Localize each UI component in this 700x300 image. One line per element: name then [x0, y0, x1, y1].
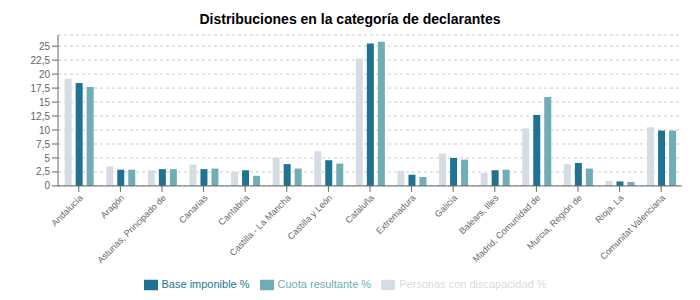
html-text:Personas con discapacidad %: Personas con discapacidad % — [399, 277, 547, 290]
svg-text:Cataluña: Cataluña — [343, 193, 376, 226]
svg-text:Balears, Illes: Balears, Illes — [457, 192, 501, 236]
svg-text:Murcia, Región de: Murcia, Región de — [525, 193, 584, 252]
svg-text:Galicia: Galicia — [433, 193, 460, 220]
svg-text:Aragón: Aragón — [99, 193, 127, 221]
svg-text:22,5: 22,5 — [31, 55, 51, 66]
svg-text:12,5: 12,5 — [31, 111, 51, 122]
svg-text:17,5: 17,5 — [31, 83, 51, 94]
html-text:Cuota resultante %: Cuota resultante % — [277, 277, 372, 290]
svg-text:0: 0 — [44, 180, 50, 191]
svg-text:Comunitat Valenciana: Comunitat Valenciana — [598, 193, 667, 262]
svg-text:10: 10 — [39, 125, 51, 136]
html-text:Base imponible %: Base imponible % — [161, 277, 250, 290]
svg-text:Castilla y León: Castilla y León — [286, 193, 335, 242]
svg-text:25: 25 — [39, 41, 51, 52]
svg-text:20: 20 — [39, 69, 51, 80]
svg-text:Madrid, Comunidad de: Madrid, Comunidad de — [471, 193, 542, 264]
svg-text:Extremadura: Extremadura — [374, 193, 418, 237]
svg-text:Canarias: Canarias — [177, 192, 210, 225]
svg-text:5: 5 — [44, 153, 50, 164]
svg-text:Cantabria: Cantabria — [216, 193, 251, 228]
html-text:Distribuciones en la categoría: Distribuciones en la categoría de declar… — [199, 11, 501, 27]
svg-text:Andalucía: Andalucía — [49, 193, 84, 228]
svg-text:2,5: 2,5 — [36, 166, 50, 177]
svg-text:15: 15 — [39, 97, 51, 108]
svg-text:Rioja, La: Rioja, La — [593, 193, 625, 225]
svg-text:Asturias, Principado de: Asturias, Principado de — [95, 193, 168, 266]
svg-text:Castilla - La Mancha: Castilla - La Mancha — [228, 193, 293, 258]
svg-text:7,5: 7,5 — [36, 139, 50, 150]
